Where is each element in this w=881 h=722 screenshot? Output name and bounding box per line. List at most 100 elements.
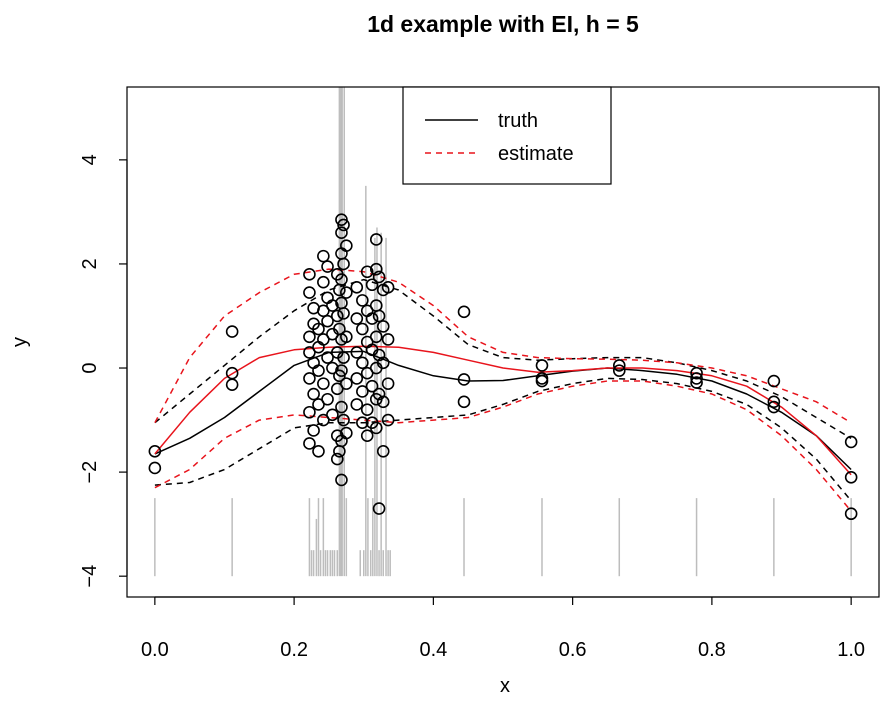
- data-point: [326, 361, 339, 375]
- data-point: [376, 356, 390, 370]
- series-line-truth-lower: [154, 377, 852, 502]
- series-line-truth: [154, 350, 852, 471]
- data-point: [690, 366, 703, 380]
- data-point: [535, 359, 549, 372]
- data-point: [335, 473, 348, 487]
- data-point: [457, 373, 471, 386]
- data-point: [337, 413, 350, 427]
- y-tick-label: 0: [79, 362, 101, 373]
- data-point: [312, 364, 325, 377]
- data-point: [337, 307, 350, 320]
- series-line-estimate-lower: [154, 380, 852, 512]
- data-point: [350, 281, 364, 294]
- data-point: [360, 403, 374, 416]
- data-point: [330, 382, 344, 396]
- data-point: [372, 502, 386, 515]
- data-point: [376, 444, 390, 458]
- data-point: [372, 309, 386, 323]
- data-point: [335, 400, 348, 414]
- data-point: [335, 226, 348, 240]
- data-point: [356, 322, 369, 336]
- data-point: [350, 346, 364, 359]
- chart-title: 1d example with EI, h = 5: [367, 11, 639, 37]
- data-point: [317, 304, 330, 318]
- data-point: [148, 444, 162, 458]
- data-point: [317, 377, 330, 390]
- data-point: [307, 387, 320, 401]
- data-point: [612, 364, 626, 377]
- data-point: [340, 286, 353, 299]
- x-tick-label: 1.0: [837, 639, 865, 661]
- data-point: [360, 265, 374, 279]
- legend-label-truth: truth: [498, 110, 538, 132]
- data-point: [365, 379, 379, 393]
- data-point: [335, 364, 348, 377]
- data-point: [303, 346, 316, 359]
- data-point: [321, 314, 334, 328]
- data-point: [365, 312, 379, 325]
- rug-layer: [154, 87, 852, 577]
- data-point: [312, 444, 325, 458]
- data-point: [312, 322, 325, 336]
- data-point: [369, 421, 383, 435]
- data-point: [360, 366, 374, 380]
- data-point: [303, 372, 316, 385]
- data-point: [767, 400, 781, 414]
- data-point: [225, 325, 239, 338]
- data-point: [535, 374, 549, 388]
- data-point: [381, 377, 395, 390]
- data-point: [844, 471, 858, 484]
- series-line-truth-upper: [154, 278, 852, 439]
- data-point: [326, 408, 339, 422]
- x-tick-label: 0.8: [698, 639, 726, 661]
- data-point: [457, 305, 471, 319]
- data-point: [330, 452, 344, 466]
- data-point: [303, 437, 316, 450]
- data-point: [767, 374, 781, 388]
- data-point: [381, 281, 395, 294]
- data-point: [356, 416, 369, 429]
- data-point: [369, 330, 383, 344]
- data-point: [321, 392, 334, 406]
- data-point: [350, 312, 364, 325]
- data-point: [337, 257, 350, 271]
- data-point: [321, 260, 334, 273]
- data-point: [317, 413, 330, 427]
- data-point: [356, 356, 369, 370]
- legend: truth estimate: [402, 86, 612, 185]
- data-point: [381, 413, 395, 427]
- data-point: [376, 320, 390, 333]
- data-point: [340, 426, 353, 440]
- data-point: [303, 268, 316, 281]
- x-tick-label: 0.0: [141, 639, 169, 661]
- legend-label-estimate: estimate: [498, 143, 574, 165]
- y-tick-label: 2: [79, 258, 101, 269]
- data-point: [360, 429, 374, 442]
- y-tick-label: 4: [79, 154, 101, 165]
- data-point: [312, 398, 325, 411]
- data-point: [690, 372, 703, 385]
- data-point: [381, 333, 395, 346]
- data-point: [372, 270, 386, 284]
- data-point: [369, 262, 383, 276]
- data-point: [340, 330, 353, 344]
- data-point: [340, 377, 353, 390]
- data-point: [303, 405, 316, 419]
- data-point: [225, 378, 239, 391]
- data-point: [303, 330, 316, 344]
- data-point: [612, 359, 626, 372]
- data-point: [148, 461, 162, 475]
- data-point: [317, 333, 330, 346]
- x-tick-label: 0.4: [419, 639, 447, 661]
- data-point: [844, 507, 858, 521]
- data-point: [350, 398, 364, 411]
- data-point: [335, 273, 348, 286]
- data-point: [307, 424, 320, 437]
- data-point: [844, 435, 858, 449]
- data-point: [326, 299, 339, 312]
- data-point: [321, 351, 334, 364]
- data-point: [365, 278, 379, 292]
- data-point: [350, 372, 364, 385]
- data-point: [340, 239, 353, 253]
- series-line-estimate-upper: [154, 268, 852, 424]
